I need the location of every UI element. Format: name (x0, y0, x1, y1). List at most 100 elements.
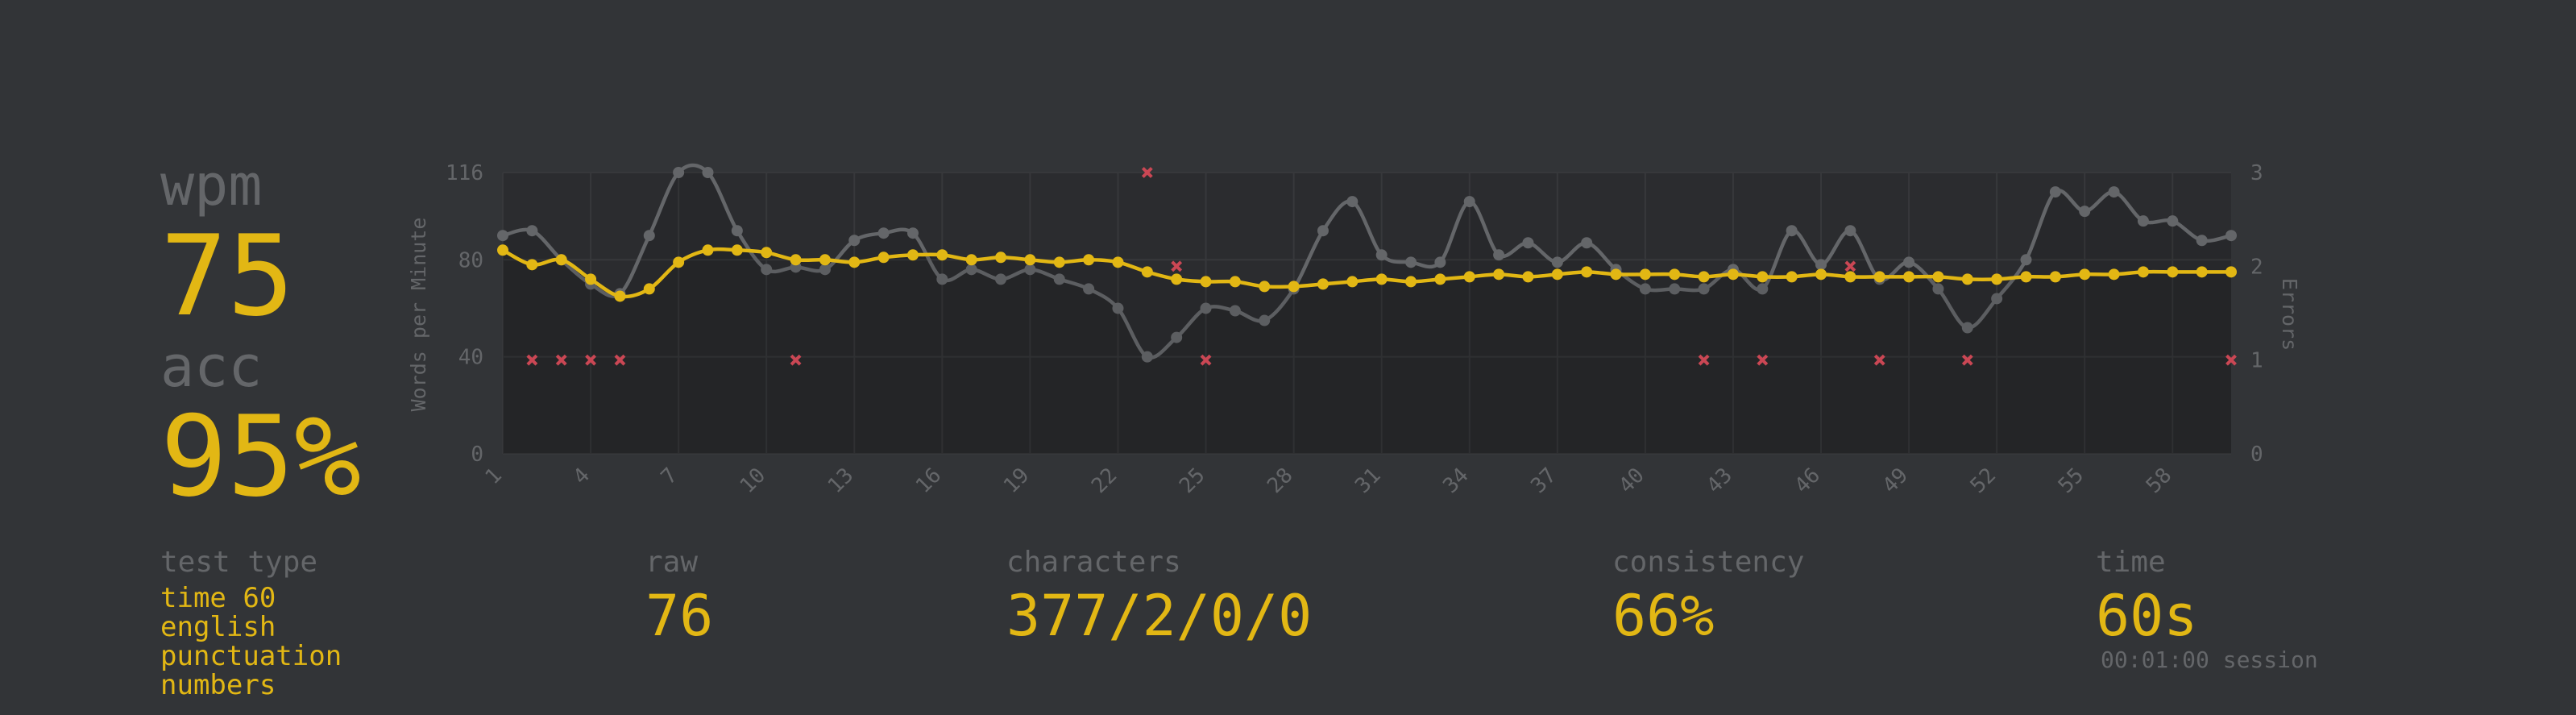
error-marker-stroke (614, 354, 626, 366)
raw-point (2167, 215, 2179, 227)
raw-point (1053, 273, 1065, 285)
raw-stat: raw 76 (645, 545, 713, 648)
wpm-point (761, 247, 773, 259)
wpm-point (1171, 273, 1183, 285)
wpm-point (1288, 281, 1300, 293)
raw-point (1141, 351, 1153, 363)
x-tick-label: 4 (569, 464, 595, 489)
x-tick-label: 49 (1878, 464, 1913, 498)
consistency-value: 66% (1612, 583, 1715, 649)
wpm-point (2108, 268, 2120, 281)
time-label: time (2096, 546, 2166, 579)
raw-point (2196, 235, 2208, 247)
wpm-point (2225, 266, 2237, 278)
raw-point (2049, 186, 2061, 198)
wpm-point (702, 244, 714, 256)
raw-point (1551, 256, 1563, 268)
wpm-point (1346, 276, 1359, 288)
raw-point (995, 273, 1007, 285)
raw-point (1229, 305, 1241, 317)
raw-point (1405, 256, 1417, 268)
raw-point (1698, 283, 1710, 295)
wpm-point (848, 256, 861, 268)
wpm-point (819, 254, 831, 266)
wpm-point (1727, 268, 1739, 281)
raw-point (1786, 225, 1798, 237)
error-marker-stroke (1961, 354, 1973, 366)
time-value: 60s (2096, 583, 2198, 649)
plot-area (503, 173, 2231, 454)
wpm-point (526, 259, 538, 271)
wpm-point (1317, 278, 1329, 290)
wpm-point (1698, 271, 1710, 283)
wpm-point (1610, 268, 1622, 281)
raw-point (2108, 186, 2120, 198)
wpm-point (1434, 273, 1446, 285)
session-duration: 00:01:00 session (2101, 646, 2318, 673)
error-marker-stroke (1873, 354, 1885, 366)
test-type-time: time 60 (160, 582, 276, 614)
wpm-point (1961, 273, 1973, 285)
raw-point (1581, 237, 1593, 249)
raw-point (819, 264, 831, 276)
raw-point (1112, 302, 1124, 314)
raw-point (1903, 256, 1915, 268)
y-axis-label: Words per Minute (407, 218, 430, 412)
x-tick-label: 31 (1350, 464, 1385, 498)
consistency-label: consistency (1612, 546, 1805, 579)
error-marker (1961, 354, 1973, 366)
characters-value: 377/2/0/0 (1006, 583, 1313, 649)
x-tick-label: 25 (1175, 464, 1209, 498)
wpm-point (643, 283, 655, 295)
x-tick-label: 34 (1438, 464, 1473, 498)
raw-value: 76 (645, 583, 714, 649)
wpm-point (1757, 271, 1769, 283)
wpm-point (2020, 271, 2032, 283)
raw-series (497, 163, 2237, 455)
raw-point (731, 225, 743, 237)
x-tick-label: 1 (481, 464, 507, 489)
raw-point (497, 230, 508, 242)
wpm-point (1639, 268, 1651, 281)
raw-point (2020, 254, 2032, 266)
raw-point (1200, 302, 1212, 314)
wpm-point (614, 290, 626, 302)
error-marker (2225, 354, 2237, 366)
raw-point (1757, 283, 1769, 295)
error-markers (526, 167, 2237, 366)
wpm-point (965, 254, 977, 266)
raw-point (1932, 283, 1944, 295)
wpm-value: 75 (160, 211, 295, 341)
raw-point (1522, 237, 1534, 249)
wpm-point (1551, 268, 1563, 281)
wpm-point (1786, 271, 1798, 283)
raw-point (1259, 314, 1271, 326)
accuracy-label: acc (160, 334, 263, 400)
error-marker (1200, 354, 1212, 366)
x-axis-ticks: 1 4 7 10 13 16 19 22 25 28 31 34 37 40 43 46 49 52 55 58 (481, 464, 2177, 498)
raw-point (1317, 225, 1329, 237)
wpm-point (497, 244, 508, 256)
error-marker-stroke (790, 354, 802, 366)
wpm-point (936, 249, 948, 261)
wpm-point (1581, 266, 1593, 278)
error-marker-stroke (1757, 354, 1769, 366)
wpm-point (1463, 271, 1475, 283)
raw-point (643, 230, 655, 242)
accuracy-value: 95% (160, 392, 362, 522)
raw-point (1961, 322, 1973, 334)
x-tick-label: 43 (1703, 464, 1737, 498)
raw-point (1346, 196, 1359, 208)
error-marker (1757, 354, 1769, 366)
raw-point (1024, 264, 1036, 276)
test-type-label: test type (160, 546, 318, 579)
raw-point (2079, 206, 2091, 218)
x-tick-label: 7 (657, 464, 682, 489)
x-tick-label: 19 (999, 464, 1034, 498)
wpm-point (1375, 273, 1388, 285)
test-type-stat: test type time 60 english punctuation nu… (160, 545, 342, 700)
wpm-point (877, 251, 890, 264)
wpm-point (1873, 271, 1885, 283)
error-marker (1698, 354, 1710, 366)
